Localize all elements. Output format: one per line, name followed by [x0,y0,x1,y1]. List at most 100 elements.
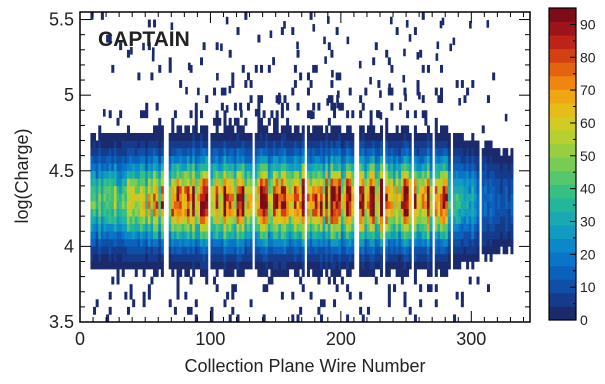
heatmap-cell [489,170,493,179]
heatmap-cell [492,216,496,225]
heatmap-cell [239,223,243,232]
heatmap-cell [453,140,457,149]
heatmap-cell [435,53,439,61]
heatmap-cell [241,201,245,209]
heatmap-cell [299,185,303,194]
heatmap-cell [197,223,201,232]
heatmap-cell [458,148,462,156]
heatmap-cell [233,284,237,293]
heatmap-cell [453,208,457,217]
heatmap-cell [213,132,217,141]
heatmap-cell [301,253,305,262]
heatmap-cell [286,261,290,270]
heatmap-cell [194,238,198,247]
heatmap-cell [153,216,157,225]
heatmap-cell [184,261,188,270]
heatmap-cell [293,231,297,240]
heatmap-cell [155,170,159,179]
heatmap-cell [486,20,490,28]
heatmap-cell [346,36,350,45]
heatmap-cell [434,148,438,156]
heatmap-cell [173,306,177,315]
heatmap-cell [132,132,136,141]
heatmap-cell [393,208,397,217]
heatmap-cell [244,261,248,270]
heatmap-cell [158,140,162,149]
heatmap-cell [424,178,428,187]
heatmap-cell [322,132,326,141]
heatmap-cell [416,170,420,179]
heatmap-cell [249,201,253,209]
heatmap-cell [416,261,420,270]
heatmap-cell [244,208,248,217]
heatmap-cell [335,284,339,293]
heatmap-cell [171,216,175,225]
heatmap-cell [293,269,297,277]
heatmap-cell [476,253,480,262]
heatmap-cell [340,185,344,194]
heatmap-cell [385,208,389,217]
heatmap-cell [497,238,501,247]
heatmap-cell [124,193,128,202]
heatmap-cell [124,208,128,217]
heatmap-cell [455,163,459,172]
heatmap-cell [228,125,232,134]
heatmap-cell [231,178,235,187]
heatmap-cell [150,140,154,149]
heatmap-cell [228,269,232,277]
heatmap-cell [447,208,451,217]
heatmap-cell [171,238,175,247]
heatmap-cell [111,132,115,141]
heatmap-cell [426,201,430,209]
heatmap-cell [239,140,243,149]
heatmap-cell [429,284,433,293]
heatmap-cell [320,185,324,194]
heatmap-cell [434,223,438,232]
heatmap-cell [500,223,504,232]
heatmap-cell [510,201,514,209]
heatmap-cell [380,238,384,247]
heatmap-cell [278,92,281,101]
heatmap-cell [220,238,224,247]
heatmap-cell [249,193,253,202]
heatmap-cell [288,163,292,172]
heatmap-cell [147,238,151,247]
heatmap-cell [236,314,240,323]
heatmap-cell [437,132,441,141]
heatmap-cell [374,155,378,164]
heatmap-cell [194,216,198,225]
heatmap-cell [377,155,381,164]
heatmap-cell [270,163,274,172]
heatmap-cell [494,238,498,247]
heatmap-cell [434,193,438,202]
heatmap-cell [421,238,425,247]
heatmap-cell [361,208,365,217]
heatmap-cell [484,178,488,187]
heatmap-cell [108,216,112,225]
heatmap-cell [176,163,180,172]
heatmap-cell [260,269,264,277]
heatmap-cell [291,253,295,262]
heatmap-cell [320,253,324,262]
heatmap-cell [129,216,133,225]
heatmap-cell [142,216,146,225]
colorbar-tick-label: 70 [580,82,596,98]
heatmap-cell [481,238,485,247]
heatmap-cell [484,216,488,225]
heatmap-cell [202,42,206,51]
heatmap-cell [223,125,227,134]
heatmap-cell [236,261,240,270]
colorbar-swatch [549,62,576,77]
heatmap-cell [176,132,180,141]
heatmap-cell [132,178,136,187]
x-tick-label: 100 [195,329,225,349]
heatmap-cell [241,148,245,156]
heatmap-cell [168,253,172,262]
heatmap-cell [236,193,240,202]
heatmap-cell [158,148,162,156]
heatmap-cell [359,261,363,270]
heatmap-cell [176,284,180,293]
heatmap-cell [257,178,261,187]
heatmap-cell [379,112,383,120]
heatmap-cell [223,269,227,277]
